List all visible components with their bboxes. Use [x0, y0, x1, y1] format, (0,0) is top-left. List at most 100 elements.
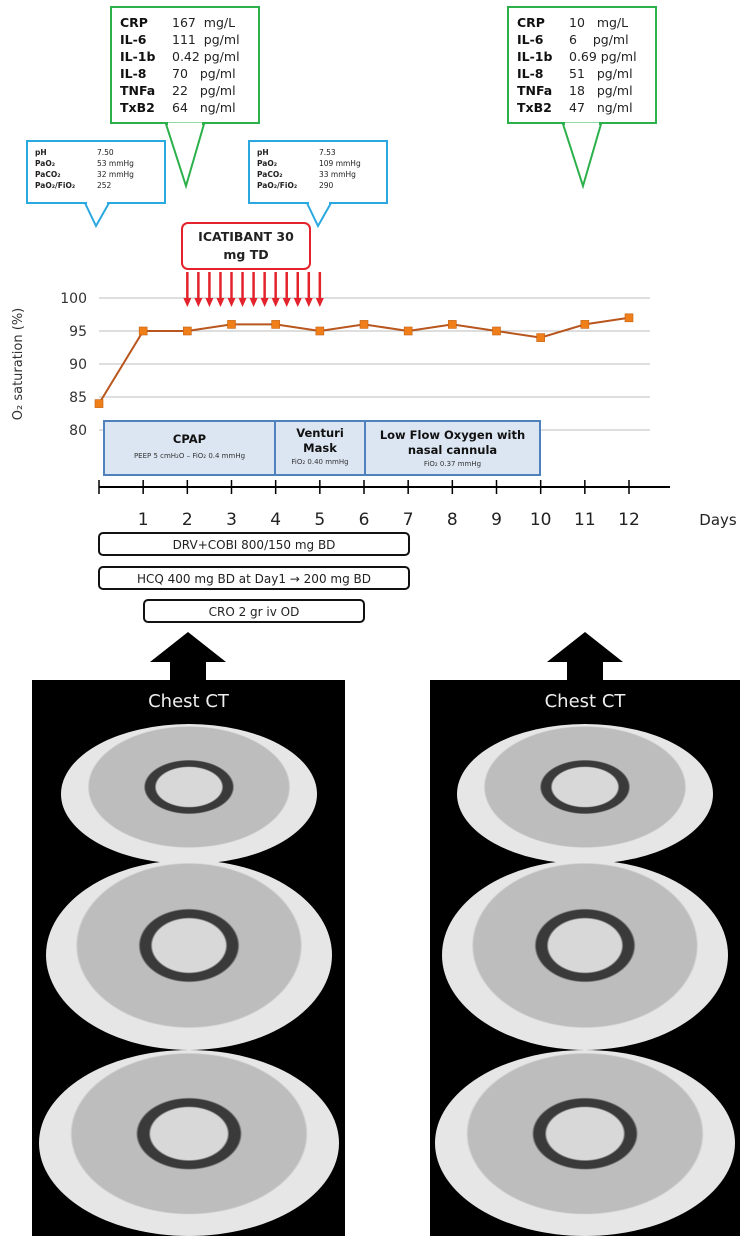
blood-gas-left-value: 7.50 — [97, 148, 114, 157]
icatibant-arrow-head — [271, 298, 280, 307]
o2-data-point — [448, 320, 457, 329]
icatibant-arrow-head — [216, 298, 225, 307]
blood-gas-left-key: PaO₂ — [35, 159, 56, 168]
blood-gas-right-key: PaCO₂ — [257, 170, 283, 179]
x-tick-label: 8 — [447, 510, 458, 530]
ct-scan-right-2 — [442, 860, 728, 1050]
blood-gas-right-pointer — [305, 202, 333, 229]
lab-left-key: TxB2 — [120, 100, 155, 115]
o2-data-point — [403, 326, 413, 336]
phase-venturi-sub: FiO₂ 0.40 mmHg — [291, 458, 349, 466]
o2-data-point — [536, 333, 545, 342]
ct-panel-right-title: Chest CT — [544, 691, 626, 712]
ct-scan-left-3 — [38, 1050, 339, 1236]
blood-gas-values-left: pH 7.50 PaO₂ 53 mmHg PaCO₂ 32 mmHg PaO₂/FiO₂ 25… — [35, 147, 157, 191]
blood-gas-right-key: PaO₂/FiO₂ — [257, 181, 298, 190]
lab-right-value: 10 mg/L — [569, 15, 629, 30]
lab-right-value: 6 pg/ml — [569, 32, 629, 47]
x-tick-label: 12 — [618, 510, 640, 530]
ct-panel-right: Chest CT — [430, 680, 740, 1236]
icatibant-arrow-head — [238, 298, 247, 307]
blood-gas-right-value: 109 mmHg — [319, 159, 361, 168]
phase-venturi: Venturi Mask FiO₂ 0.40 mmHg — [274, 420, 366, 476]
x-tick-label: 9 — [491, 510, 502, 530]
phase-cpap-sub: PEEP 5 cmH₂O – FiO₂ 0.4 mmHg — [133, 452, 246, 460]
icatibant-arrow-head — [205, 298, 214, 307]
icatibant-arrow-head — [260, 298, 269, 307]
y-tick-label: 80 — [69, 423, 87, 439]
lab-left-value: 111 pg/ml — [172, 32, 240, 47]
icatibant-arrow-head — [194, 298, 203, 307]
ct-panel-left: Chest CT — [32, 680, 345, 1236]
phase-low-flow-title: Low Flow Oxygen with nasal cannula — [379, 428, 526, 457]
o2-data-point — [580, 320, 590, 329]
icatibant-arrow-head — [304, 298, 313, 307]
x-tick-label: 7 — [403, 510, 414, 530]
o2-data-point — [138, 326, 148, 336]
lab-left-key: IL-6 — [120, 32, 147, 47]
lab-right-key: TNFa — [517, 83, 553, 98]
phase-low-flow: Low Flow Oxygen with nasal cannula FiO₂ … — [364, 420, 541, 476]
icatibant-arrow-head — [227, 298, 236, 307]
icatibant-arrow-head — [293, 298, 302, 307]
lab-right-value: 0.69 pg/ml — [569, 49, 637, 64]
lab-left-value: 70 pg/ml — [172, 66, 236, 81]
o2-data-point — [315, 326, 325, 336]
lab-left-value: 64 ng/ml — [172, 100, 236, 115]
blood-gas-right: pH 7.53 PaO₂ 109 mmHg PaCO₂ 33 mmHg PaO₂/FiO₂ 2… — [248, 140, 388, 204]
treatment-hcq: HCQ 400 mg BD at Day1 → 200 mg BD — [98, 566, 410, 590]
lab-right-value: 47 ng/ml — [569, 100, 633, 115]
lab-right-key: TxB2 — [517, 100, 552, 115]
ct-panel-left-title: Chest CT — [148, 691, 229, 712]
ct-arrow-right-icon — [547, 632, 623, 680]
ct-scan-right-3 — [435, 1050, 735, 1236]
lab-box-right: CRP 10 mg/L IL-6 6 pg/ml IL-1b 0.69 pg/ml IL-8… — [507, 6, 657, 124]
phase-low-flow-sub: FiO₂ 0.37 mmHg — [423, 460, 482, 468]
o2-data-point — [94, 399, 104, 408]
o2-data-point — [492, 326, 501, 336]
blood-gas-left-value: 252 — [97, 181, 112, 190]
phase-cpap: CPAP PEEP 5 cmH₂O – FiO₂ 0.4 mmHg — [103, 420, 276, 476]
ct-scan-left-2 — [45, 860, 332, 1050]
o2-data-point — [183, 326, 192, 336]
lab-box-left-pointer — [164, 122, 206, 190]
lab-box-left: CRP 167 mg/L IL-6 111 pg/ml IL-1b 0.42 pg/ml I… — [110, 6, 260, 124]
lab-values-right: CRP 10 mg/L IL-6 6 pg/ml IL-1b 0.69 pg/ml IL-8… — [517, 14, 647, 116]
lab-values-left: CRP 167 mg/L IL-6 111 pg/ml IL-1b 0.42 pg/ml I… — [120, 14, 250, 116]
blood-gas-right-value: 290 — [319, 181, 334, 190]
lab-left-value: 22 pg/ml — [172, 83, 236, 98]
y-tick-label: 100 — [60, 291, 87, 307]
icatibant-arrow-head — [249, 298, 258, 307]
lab-box-right-pointer — [561, 122, 603, 190]
x-tick-label: 11 — [574, 510, 596, 530]
lab-left-key: CRP — [120, 15, 148, 30]
lab-right-value: 18 pg/ml — [569, 83, 633, 98]
icatibant-arrow-head — [183, 298, 192, 307]
y-tick-label: 85 — [69, 390, 87, 406]
lab-right-key: IL-1b — [517, 49, 553, 64]
blood-gas-values-right: pH 7.53 PaO₂ 109 mmHg PaCO₂ 33 mmHg PaO₂/FiO₂ 2… — [257, 147, 379, 191]
icatibant-arrow-head — [315, 298, 324, 307]
blood-gas-right-value: 7.53 — [319, 148, 336, 157]
blood-gas-left-pointer — [83, 202, 111, 229]
lab-right-key: IL-8 — [517, 66, 544, 81]
y-tick-label: 95 — [69, 324, 87, 340]
y-axis-label: O₂ saturation (%) — [11, 308, 26, 421]
x-tick-label: 2 — [182, 510, 193, 530]
treatment-drv-cobi: DRV+COBI 800/150 mg BD — [98, 532, 410, 556]
blood-gas-right-value: 33 mmHg — [319, 170, 356, 179]
phase-venturi-title: Venturi Mask — [296, 426, 344, 455]
phase-cpap-title: CPAP — [172, 432, 207, 446]
o2-data-point — [624, 313, 634, 323]
blood-gas-right-key: pH — [257, 148, 269, 157]
icatibant-line1: ICATIBANT 30 — [198, 229, 294, 244]
blood-gas-left-value: 32 mmHg — [97, 170, 134, 179]
blood-gas-left-value: 53 mmHg — [97, 159, 134, 168]
lab-right-key: CRP — [517, 15, 545, 30]
blood-gas-left-key: PaCO₂ — [35, 170, 61, 179]
x-tick-label: 10 — [530, 510, 552, 530]
x-axis-label: Days — [699, 511, 737, 529]
blood-gas-left-key: PaO₂/FiO₂ — [35, 181, 76, 190]
blood-gas-left-key: pH — [35, 148, 47, 157]
